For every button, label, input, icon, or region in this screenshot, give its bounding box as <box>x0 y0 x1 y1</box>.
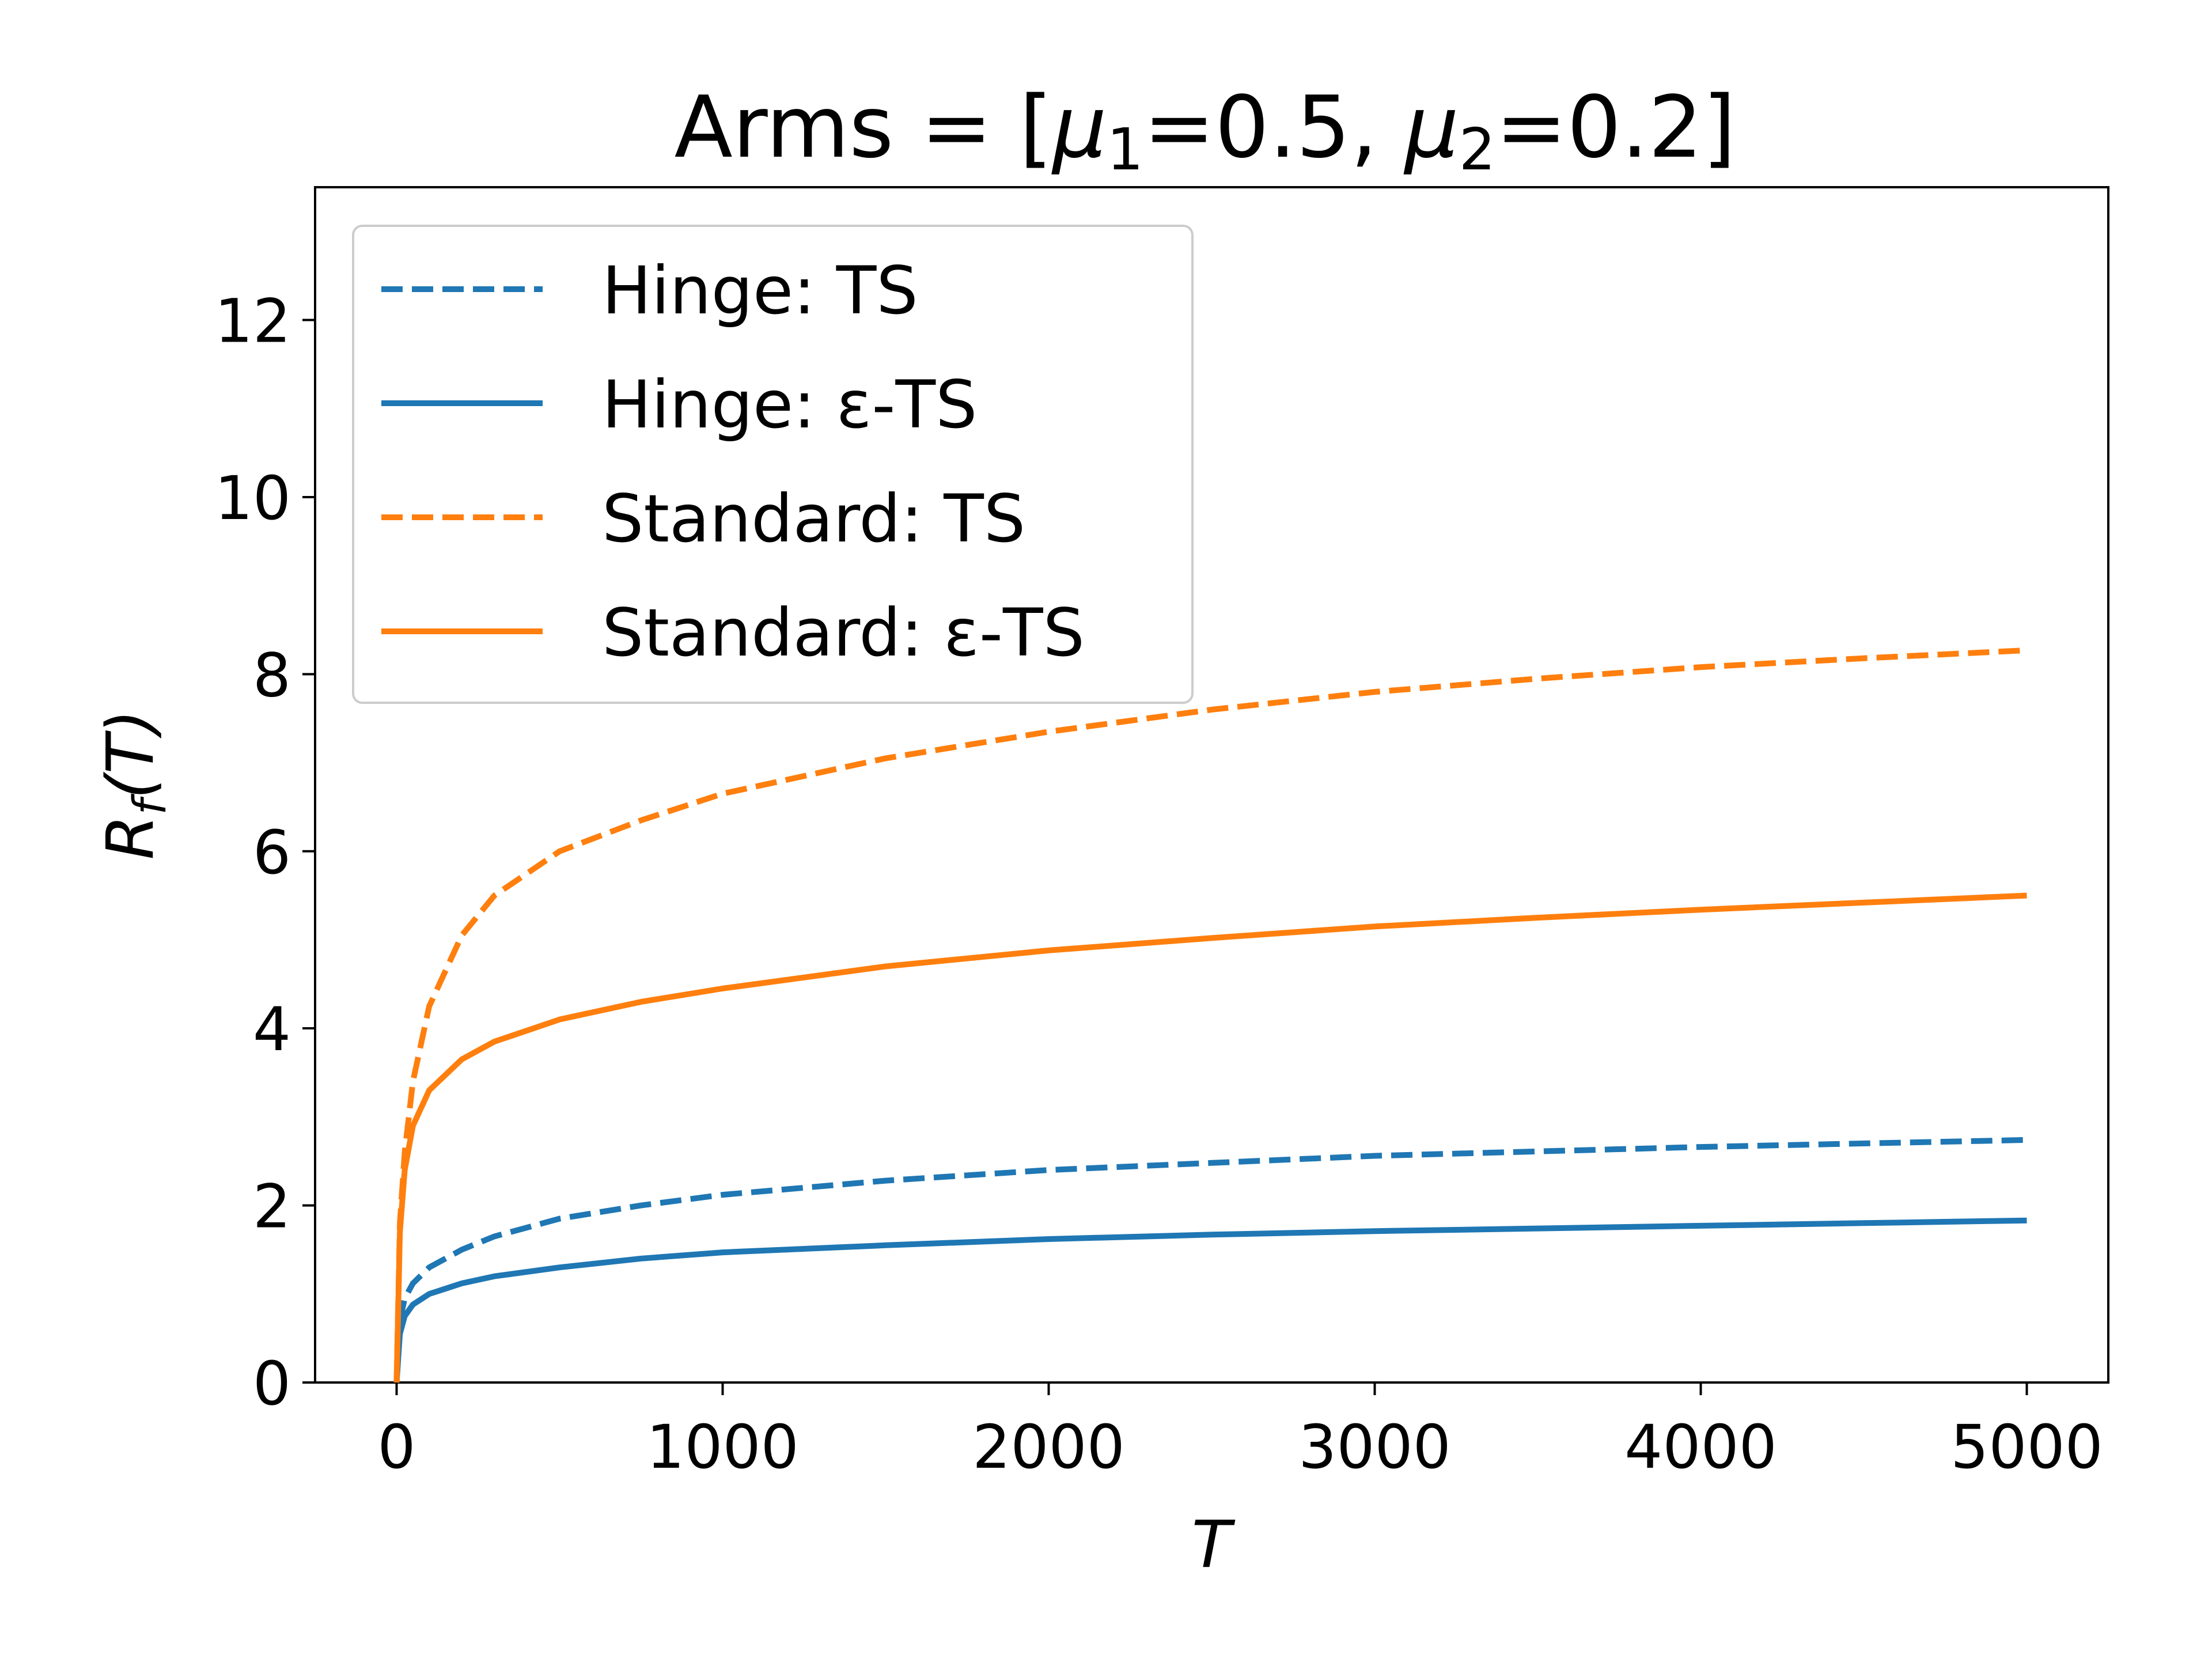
x-axis-ticks: 0 1000 2000 3000 4000 5000 <box>377 1382 2103 1482</box>
y-axis-label-argument: (T) <box>93 709 168 799</box>
series-line-standard-ts <box>393 647 2027 1383</box>
x-axis-label: T <box>1192 1508 1236 1582</box>
title-mu1-subscript: 1 <box>1107 116 1143 183</box>
series-line-hinge-eps-ts <box>393 1217 2027 1383</box>
y-tick-label: 4 <box>253 994 291 1065</box>
chart-title: Arms = [μ1=0.5, μ2=0.2] <box>675 78 1736 183</box>
plot-frame <box>314 186 2109 1384</box>
legend-label-hinge-ts: Hinge: TS <box>602 252 918 329</box>
y-axis-ticks: 0 2 4 6 8 10 12 <box>215 286 315 1419</box>
title-mu2-subscript: 2 <box>1459 116 1496 183</box>
title-mu1-value: =0.5, <box>1143 78 1404 177</box>
series-layer <box>393 647 2027 1383</box>
y-tick-label: 10 <box>215 463 291 533</box>
x-tick-label: 3000 <box>1298 1412 1451 1482</box>
title-mu1-symbol: μ <box>1051 78 1107 177</box>
x-tick-label: 0 <box>377 1412 415 1482</box>
series-line-standard-eps-ts <box>393 892 2027 1383</box>
y-axis-label: Rf(T) <box>93 709 176 859</box>
y-tick-label: 0 <box>253 1349 291 1419</box>
series-line-hinge-ts <box>393 1137 2027 1383</box>
legend-label-standard-eps-ts: Standard: ε-TS <box>602 594 1085 671</box>
y-tick-label: 8 <box>253 640 291 710</box>
legend-label-standard-ts: Standard: TS <box>602 480 1025 557</box>
legend-box <box>352 225 1194 704</box>
title-prefix: Arms = [ <box>675 78 1053 177</box>
legend: Hinge: TS Hinge: ε-TS Standard: TS Standard… <box>352 225 1194 704</box>
x-tick-label: 4000 <box>1624 1412 1777 1482</box>
y-tick-label: 2 <box>253 1172 291 1242</box>
title-mu2-symbol: μ <box>1403 78 1459 177</box>
legend-label-hinge-eps-ts: Hinge: ε-TS <box>602 366 978 443</box>
x-tick-label: 5000 <box>1950 1412 2103 1482</box>
y-tick-label: 12 <box>215 286 291 357</box>
y-axis-label-main: R <box>93 815 168 860</box>
y-tick-label: 6 <box>253 817 291 888</box>
title-mu2-value: =0.2] <box>1495 78 1736 177</box>
x-tick-label: 1000 <box>646 1412 799 1482</box>
x-tick-label: 2000 <box>972 1412 1125 1482</box>
